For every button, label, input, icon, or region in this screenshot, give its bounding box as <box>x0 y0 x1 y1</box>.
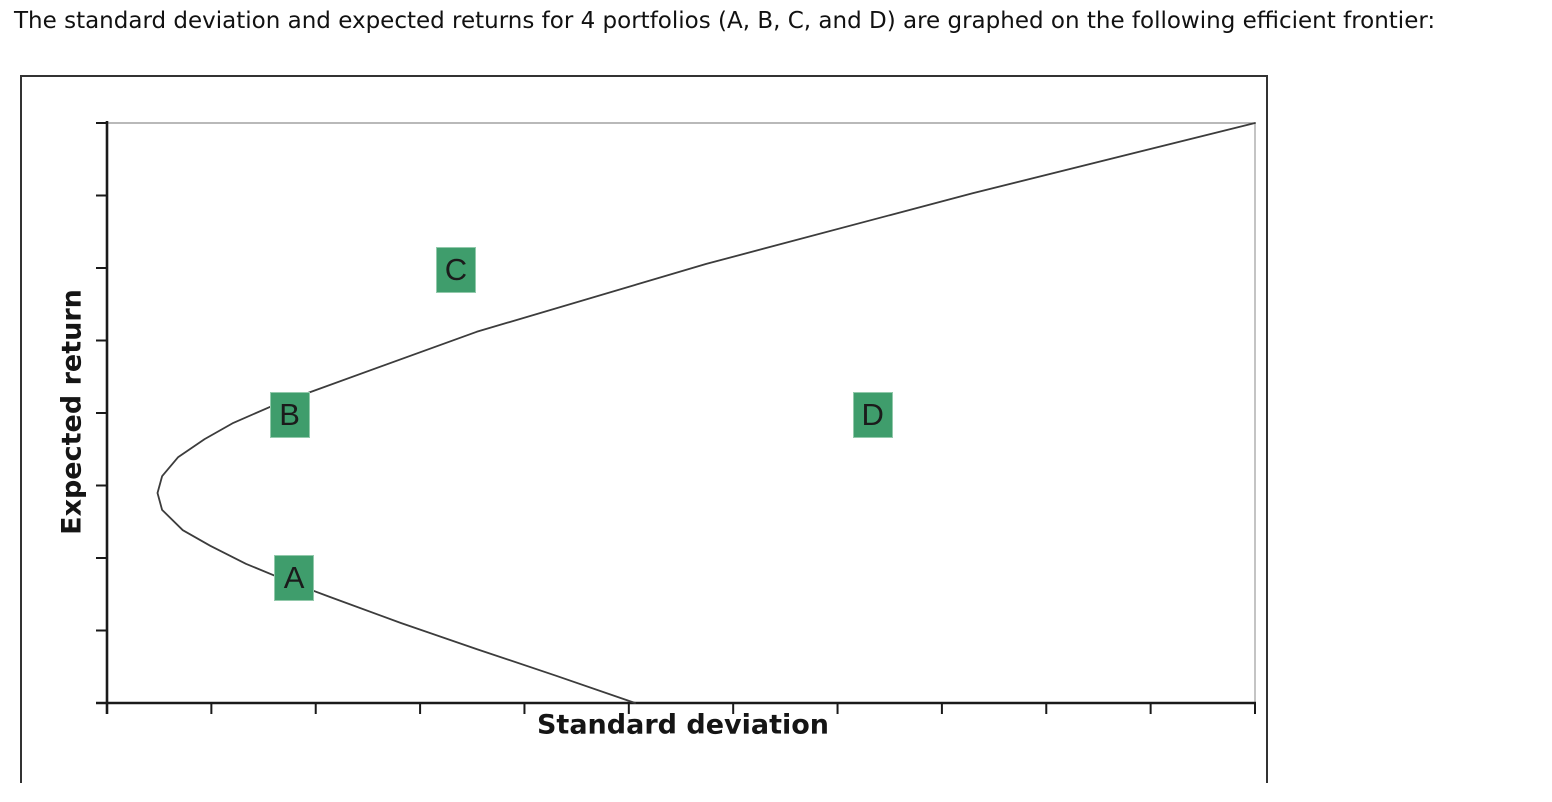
x-axis-label: Standard deviation <box>536 709 830 741</box>
portfolio-point-c: C <box>435 246 476 293</box>
portfolio-point-a: A <box>274 554 315 601</box>
figure-border <box>20 75 1268 783</box>
question-text: The standard deviation and expected retu… <box>14 8 1436 34</box>
y-axis-label: Expected return <box>56 289 88 535</box>
portfolio-point-b: B <box>269 391 310 438</box>
portfolio-point-d: D <box>852 391 893 438</box>
